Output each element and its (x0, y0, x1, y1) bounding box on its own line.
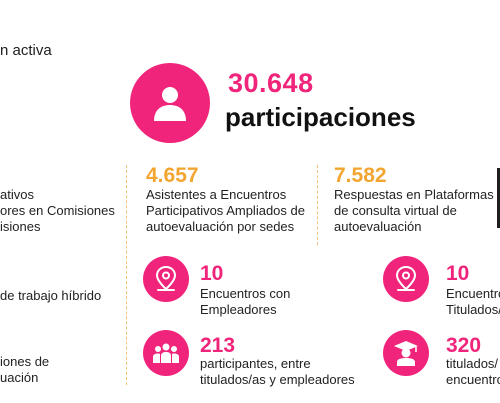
stat-a2-line-2: titulados/as y empleadores (200, 372, 355, 387)
location-pin-icon (395, 266, 417, 291)
stat-a2-number: 213 (200, 334, 236, 357)
col-b-line-2: de consulta virtual de (334, 203, 457, 218)
user-icon (154, 87, 186, 121)
header-fragment: n activa (0, 42, 52, 59)
left-fragment-6: uación (0, 370, 39, 385)
stat-a1-line-2: Empleadores (200, 302, 277, 317)
location-badge-b (383, 256, 429, 302)
location-pin-icon (155, 266, 177, 291)
stat-b1-line-1: Encuentros (446, 286, 500, 301)
stat-b1-number: 10 (446, 262, 470, 285)
left-fragment-5: iones de (0, 354, 50, 369)
stat-a1-line-1: Encuentros con (200, 286, 291, 301)
left-fragment-2: ores en Comisiones (0, 203, 115, 218)
col-b-line-3: autoevaluación (334, 219, 422, 234)
user-icon-badge (130, 63, 210, 143)
col-a-line-2: Participativos Ampliados de (146, 203, 305, 218)
col-b-line-1: Respuestas en Plataformas (334, 187, 494, 202)
left-fragment-3: isiones (0, 219, 41, 234)
stat-b1-line-2: Titulados/ (446, 302, 500, 317)
group-badge-a (143, 330, 189, 376)
graduate-badge-b (383, 330, 429, 376)
left-fragment-4: de trabajo híbrido (0, 288, 102, 303)
col-a-line-1: Asistentes a Encuentros (146, 187, 287, 202)
divider-middle (317, 165, 318, 245)
col-a-number: 4.657 (146, 164, 199, 187)
group-icon (153, 343, 179, 363)
stat-b2-line-1: titulados/ (446, 356, 499, 371)
stat-a2-line-1: participantes, entre (200, 356, 311, 371)
hero-number: 30.648 (228, 68, 314, 98)
left-fragment-1: ativos (0, 187, 34, 202)
divider-left (126, 165, 127, 385)
hero-label: participaciones (225, 102, 416, 132)
stat-b2-number: 320 (446, 334, 482, 357)
stat-b2-line-2: encuentro (446, 372, 500, 387)
graduate-icon (394, 341, 418, 366)
col-b-number: 7.582 (334, 164, 387, 187)
cropped-edge-bar (497, 168, 500, 228)
stat-a1-number: 10 (200, 262, 224, 285)
col-a-line-3: autoevaluación por sedes (146, 219, 295, 234)
location-badge-a (143, 256, 189, 302)
